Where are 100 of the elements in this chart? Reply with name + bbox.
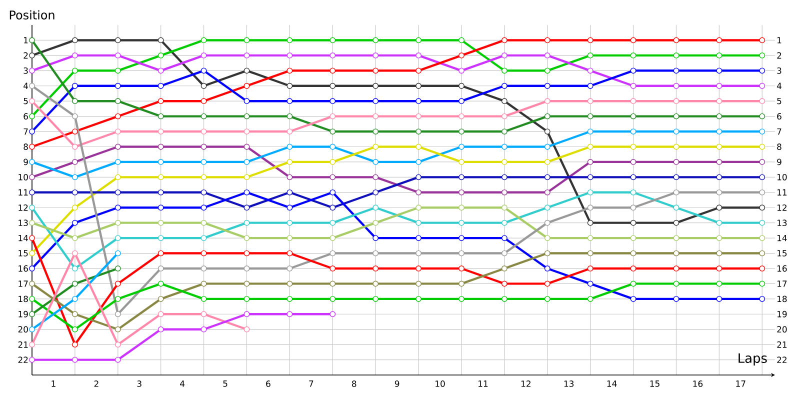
y-tick-label: 3 [24, 67, 28, 74]
point [416, 98, 422, 104]
point [244, 82, 250, 89]
x-tick-label: 9 [394, 380, 400, 387]
point [29, 326, 35, 332]
point [158, 52, 164, 58]
y-tick-label: 6 [24, 113, 28, 120]
point [372, 235, 379, 241]
point [286, 266, 293, 272]
point [158, 296, 164, 302]
x-tick-label: 6 [266, 380, 270, 387]
point [630, 159, 636, 165]
point [587, 296, 594, 302]
point [759, 266, 766, 272]
point [244, 189, 250, 196]
point [673, 113, 680, 120]
point [458, 52, 464, 58]
point [372, 174, 379, 180]
point [759, 189, 766, 196]
y-tick-label: 9 [24, 158, 28, 166]
y-tick-label: 7 [24, 128, 28, 135]
point [72, 220, 78, 226]
point [286, 98, 293, 104]
point [544, 266, 550, 272]
point [673, 204, 680, 211]
point [716, 296, 722, 302]
y-tick-label: 2 [24, 52, 28, 59]
point [158, 82, 164, 89]
point [458, 235, 464, 241]
point [244, 326, 250, 332]
point [286, 204, 293, 211]
point [72, 174, 78, 180]
point [587, 144, 594, 150]
point [72, 311, 78, 318]
point [458, 98, 464, 104]
point [29, 82, 35, 89]
y2-tick-label: 18 [777, 296, 787, 302]
point [244, 52, 250, 58]
point [759, 144, 766, 150]
point [630, 144, 636, 150]
point [372, 113, 379, 120]
point [716, 220, 722, 226]
point [673, 98, 680, 104]
point [244, 204, 250, 211]
point [200, 68, 207, 74]
point [458, 128, 464, 134]
point [158, 326, 164, 332]
y-tick-label: 13 [18, 220, 28, 226]
point [759, 296, 766, 302]
point [544, 189, 550, 196]
point [114, 220, 121, 226]
point [29, 113, 35, 120]
point [501, 82, 508, 89]
y2-tick-label: 21 [777, 341, 787, 348]
point [158, 128, 164, 134]
point [200, 250, 207, 256]
point [29, 311, 35, 318]
point [244, 37, 250, 44]
point [72, 98, 78, 104]
point [458, 266, 464, 272]
point [372, 82, 379, 89]
point [200, 296, 207, 302]
y-tick-label: 17 [18, 280, 28, 287]
point [72, 113, 78, 120]
point [416, 128, 422, 134]
point [29, 296, 35, 302]
point [544, 113, 550, 120]
point [501, 189, 508, 196]
point [458, 68, 464, 74]
point [330, 144, 336, 150]
point [330, 68, 336, 74]
y2-tick-label: 1 [777, 37, 782, 44]
point [72, 280, 78, 287]
point [158, 280, 164, 287]
y-tick-label: 19 [18, 310, 28, 318]
y2-tick-label: 19 [777, 310, 787, 318]
y2-tick-label: 11 [777, 189, 787, 196]
point [158, 113, 164, 120]
point [29, 144, 35, 150]
point [200, 52, 207, 58]
point [544, 68, 550, 74]
point [72, 342, 78, 348]
x-tick-label: 1 [52, 380, 56, 387]
point [114, 144, 121, 150]
point [200, 174, 207, 180]
point [587, 235, 594, 241]
x-tick-label: 2 [94, 380, 98, 387]
point [673, 68, 680, 74]
y2-tick-label: 2 [777, 52, 782, 59]
point [716, 144, 722, 150]
point [114, 113, 121, 120]
point [72, 37, 78, 44]
point [630, 204, 636, 211]
point [458, 159, 464, 165]
point [716, 250, 722, 256]
point [244, 174, 250, 180]
point [29, 52, 35, 58]
point [158, 68, 164, 74]
point [200, 280, 207, 287]
point [244, 266, 250, 272]
